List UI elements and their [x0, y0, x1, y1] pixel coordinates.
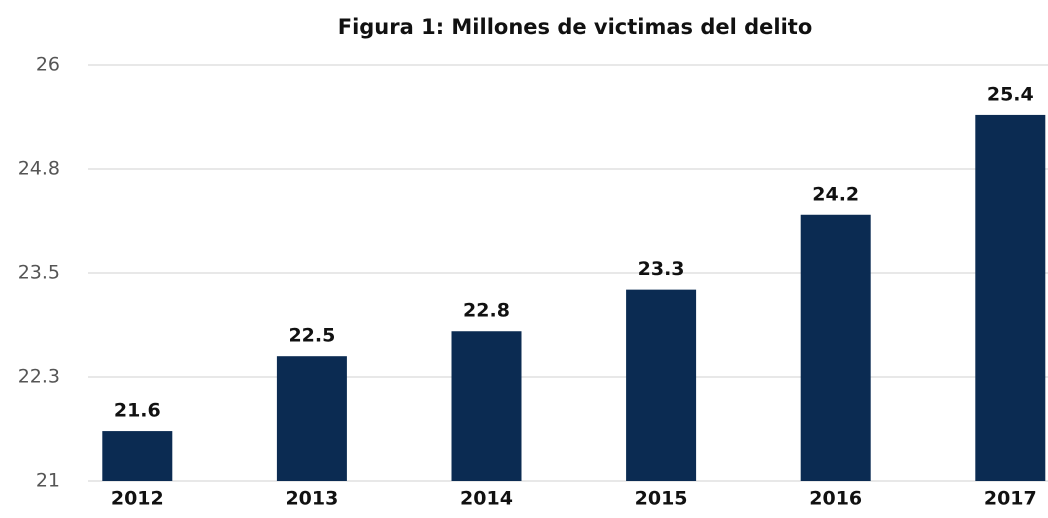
x-tick-label: 2012 [111, 488, 164, 510]
value-label: 22.8 [463, 300, 510, 322]
x-tick-label: 2016 [809, 488, 862, 510]
y-tick-label: 24.8 [18, 158, 60, 180]
value-label: 21.6 [114, 400, 161, 422]
chart-title: Figura 1: Millones de victimas del delit… [338, 15, 813, 39]
value-label: 24.2 [812, 183, 859, 205]
y-tick-label: 21 [36, 470, 60, 492]
x-tick-label: 2014 [460, 488, 513, 510]
value-label: 23.3 [638, 258, 685, 280]
x-tick-label: 2013 [285, 488, 338, 510]
y-tick-label: 22.3 [18, 366, 60, 388]
bar [102, 431, 173, 481]
value-label: 22.5 [288, 325, 335, 347]
bar [451, 331, 522, 481]
bar [276, 356, 347, 481]
x-tick-label: 2015 [635, 488, 688, 510]
bar [800, 214, 871, 481]
bar [975, 114, 1046, 482]
y-tick-label: 26 [36, 54, 60, 76]
bar [626, 289, 697, 481]
y-tick-label: 23.5 [18, 262, 60, 284]
x-tick-label: 2017 [984, 488, 1037, 510]
value-label: 25.4 [987, 83, 1034, 105]
